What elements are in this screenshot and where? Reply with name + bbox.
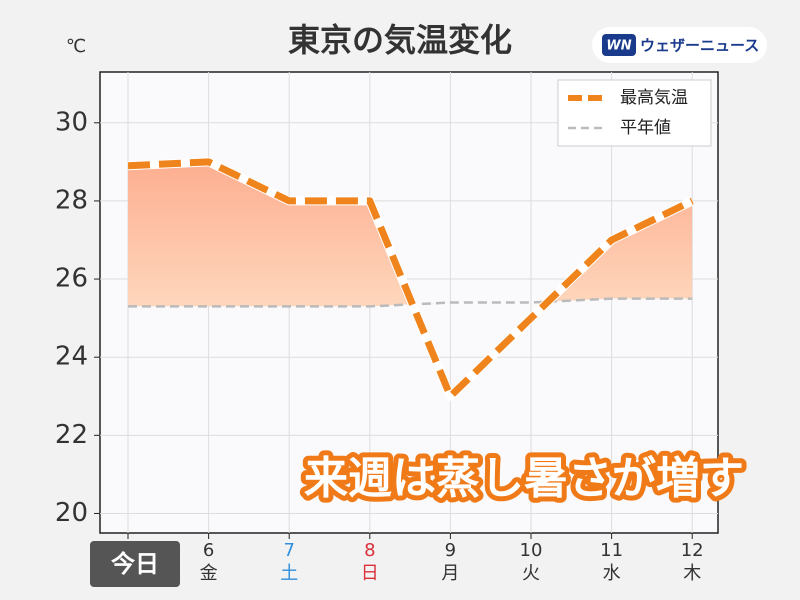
x-tick-label: 11: [600, 540, 623, 561]
area-fill: [128, 161, 693, 307]
x-tick-label: 12: [681, 540, 704, 561]
legend-label: 最高気温: [620, 88, 688, 108]
legend-box: [557, 79, 712, 147]
x-tick-label: 8: [364, 540, 375, 561]
y-tick-label: 24: [55, 342, 88, 372]
x-weekday-label: 土: [280, 563, 298, 584]
x-tick-label: 6: [203, 540, 214, 561]
y-tick-label: 30: [55, 107, 88, 137]
x-weekday-label: 月: [441, 563, 459, 584]
x-weekday-label: 日: [361, 563, 379, 584]
today-badge: [90, 541, 180, 587]
logo-text: ウェザーニュース: [640, 37, 759, 55]
x-weekday-label: 水: [603, 563, 621, 584]
chart-title: 東京の気温変化: [288, 21, 512, 59]
x-weekday-label: 火: [522, 563, 540, 584]
y-tick-label: 26: [55, 264, 88, 294]
logo-icon: [602, 34, 636, 56]
logo-mark: WN: [606, 39, 631, 54]
x-weekday-label: 木: [683, 563, 701, 584]
x-weekday-label: 金: [200, 563, 218, 584]
y-tick-label: 20: [55, 498, 88, 528]
annotation: 来週は蒸し暑さが増す: [304, 453, 744, 504]
x-tick-label: 7: [283, 540, 294, 561]
series-line: [127, 158, 694, 400]
y-tick-label: 28: [55, 185, 88, 215]
legend-label: 平年値: [620, 118, 671, 138]
x-tick-label: 10: [520, 540, 543, 561]
y-unit: ℃: [66, 36, 86, 57]
x-tick-label: 今日: [111, 550, 159, 578]
y-tick-label: 22: [55, 420, 88, 450]
x-tick-label: 9: [445, 540, 456, 561]
logo-badge: [592, 27, 767, 63]
